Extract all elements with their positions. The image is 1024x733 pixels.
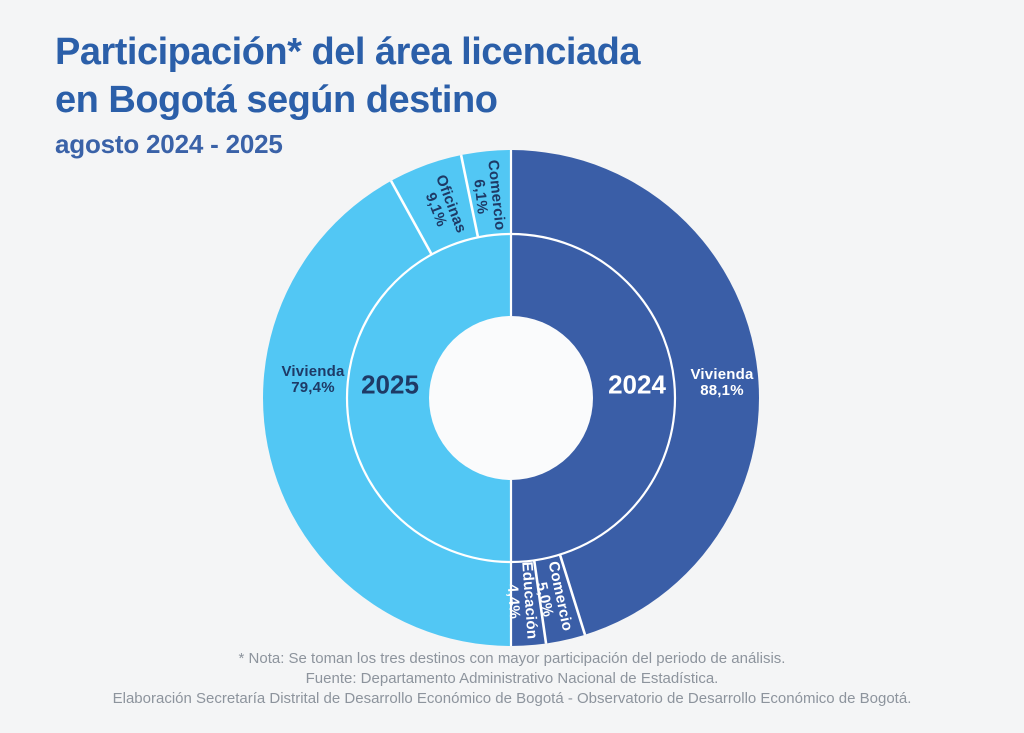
half-2025 — [263, 150, 511, 646]
divider-after-oficinas-2025 — [389, 180, 433, 256]
elaboration-line: Elaboración Secretaría Distrital de Desa… — [112, 690, 912, 707]
chart-footer: * Nota: Se toman los tres destinos con m… — [0, 649, 1024, 709]
page-title-line2: en Bogotá según destino — [55, 79, 498, 121]
page-subtitle: agosto 2024 - 2025 — [55, 129, 283, 159]
chart-header: Participación* del área licenciada en Bo… — [55, 28, 640, 160]
divider-after-vivienda-2024 — [558, 554, 587, 636]
page-title-line1: Participación* del área licenciada — [55, 31, 640, 73]
divider-after-comercio-2025 — [459, 154, 480, 238]
footnote: * Nota: Se toman los tres destinos con m… — [238, 650, 786, 667]
half-2024 — [511, 150, 759, 646]
divider-after-comercio-2024 — [532, 560, 548, 644]
donut-chart — [263, 150, 759, 646]
source-line: Fuente: Departamento Administrativo Naci… — [305, 670, 719, 687]
ring-separator-circle — [345, 232, 677, 564]
donut-hole — [429, 316, 593, 480]
